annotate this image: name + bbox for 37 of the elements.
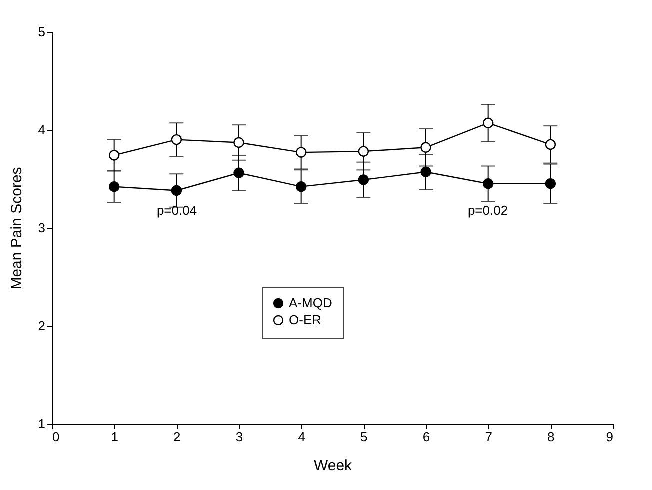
point bbox=[545, 178, 556, 190]
point bbox=[234, 137, 244, 148]
x-tick-label: 6 bbox=[422, 430, 430, 444]
annotation: p=0.04 bbox=[156, 203, 198, 218]
x-tick-label: 9 bbox=[606, 430, 614, 444]
x-tick-label: 7 bbox=[485, 430, 492, 444]
y-axis-title: Mean Pain Scores bbox=[8, 167, 26, 290]
y-tick-label: 4 bbox=[38, 122, 46, 138]
x-axis-title: Week bbox=[314, 458, 353, 474]
point bbox=[296, 182, 307, 192]
point bbox=[234, 168, 244, 178]
legend-label: O-ER bbox=[289, 312, 322, 328]
point bbox=[545, 139, 556, 150]
x-tick-label: 0 bbox=[52, 430, 60, 444]
point bbox=[171, 134, 182, 146]
point bbox=[108, 150, 120, 161]
y-tick-label: 3 bbox=[38, 220, 46, 236]
x-tick-label: 1 bbox=[111, 430, 118, 444]
x-tick-label: 5 bbox=[360, 430, 368, 444]
legend-label: A-MQD bbox=[289, 296, 332, 310]
point bbox=[420, 142, 432, 153]
point bbox=[296, 147, 307, 158]
y-tick-label: 2 bbox=[38, 318, 46, 334]
annotation: p=0.02 bbox=[468, 203, 508, 218]
x-tick-label: 3 bbox=[236, 430, 244, 444]
point bbox=[482, 178, 494, 190]
x-tick-label: 8 bbox=[548, 430, 555, 444]
x-tick-label: 2 bbox=[174, 430, 181, 444]
point bbox=[171, 185, 182, 196]
y-tick-label: 1 bbox=[38, 416, 46, 432]
point bbox=[482, 118, 494, 128]
point bbox=[358, 174, 370, 186]
point bbox=[358, 146, 370, 157]
point bbox=[420, 166, 432, 178]
y-tick-label: 5 bbox=[38, 24, 46, 40]
point bbox=[108, 182, 120, 192]
x-tick-label: 4 bbox=[298, 430, 306, 444]
